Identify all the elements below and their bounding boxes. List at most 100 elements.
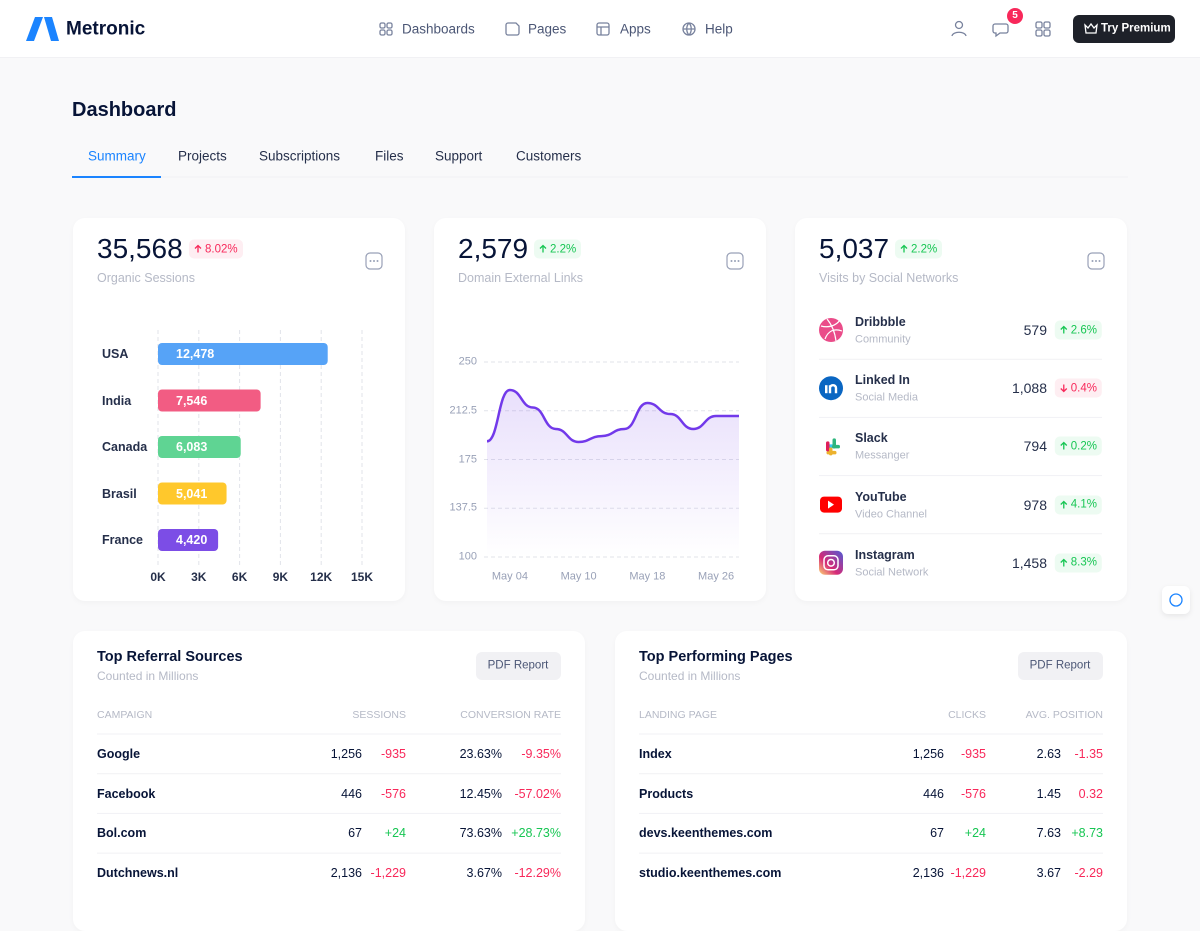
change-value: 0.4% — [1070, 382, 1097, 395]
bar-value-label: 6,083 — [176, 439, 208, 454]
cell-value: 446 — [923, 786, 944, 801]
bar-value-label: 5,041 — [176, 486, 208, 501]
social-sub: Social Media — [855, 391, 918, 404]
menu-item[interactable]: Pages — [528, 21, 567, 37]
trend-arrow — [539, 244, 547, 253]
cell-value: 12.45% — [459, 786, 502, 801]
cell-name: Google — [97, 746, 141, 761]
y-tick-label: 175 — [458, 453, 477, 465]
table-title: Top Referral Sources — [97, 648, 243, 665]
page: Metronic Dashboard { "nav": {"brand": "M… — [26, 8, 1190, 880]
stat-label: Visits by Social Networks — [819, 270, 959, 285]
bar-value-label: 4,420 — [176, 532, 208, 547]
social-sub: Community — [855, 333, 911, 346]
help-float-button[interactable] — [1162, 586, 1190, 614]
menu-item[interactable]: Apps — [620, 21, 651, 37]
change-value: 8.02% — [205, 243, 238, 255]
change-value: 0.2% — [1070, 440, 1097, 453]
x-tick-label: May 18 — [629, 570, 666, 583]
column-header: CONVERSION RATE — [460, 708, 561, 721]
tab[interactable]: Support — [435, 148, 483, 164]
social-sub: Social Network — [855, 566, 929, 579]
tab[interactable]: Customers — [516, 148, 582, 164]
cell-delta: +8.73 — [1071, 826, 1103, 841]
pdf-button-label[interactable]: PDF Report — [487, 659, 549, 672]
social-value: 1,458 — [1011, 554, 1047, 571]
cell-value: 2,136 — [330, 865, 362, 880]
column-header: CAMPAIGN — [97, 708, 153, 721]
column-header: LANDING PAGE — [639, 708, 717, 721]
social-sub: Video Channel — [855, 508, 927, 521]
arrow-path — [1060, 500, 1068, 509]
social-name: Linked In — [855, 372, 910, 387]
cell-name: Facebook — [97, 786, 156, 801]
cell-name: Index — [639, 746, 672, 761]
cell-name: Bol.com — [97, 826, 147, 841]
pdf-button[interactable] — [1018, 652, 1103, 680]
change-value: 2.6% — [1070, 324, 1097, 336]
cell-delta: -935 — [380, 746, 406, 761]
column-header: CLICKS — [948, 708, 986, 721]
change-value: 4.1% — [1070, 498, 1097, 511]
bar-value-label: 7,546 — [176, 393, 208, 408]
cell-delta: +28.73% — [511, 826, 561, 841]
cell-delta: -1,229 — [950, 865, 986, 880]
column-header: AVG. POSITION — [1025, 708, 1103, 721]
trend-arrow — [1060, 384, 1068, 393]
social-name: YouTube — [855, 489, 907, 504]
cell-value: 3.67 — [1036, 865, 1061, 880]
change-badge: 0.4% — [1054, 378, 1102, 398]
social-value: 794 — [1023, 438, 1047, 455]
stat-value: 5,037 — [819, 233, 890, 264]
menu-item[interactable]: Help — [705, 21, 733, 37]
cell-value: 7.63 — [1036, 826, 1061, 841]
social-value: 579 — [1023, 322, 1047, 338]
cell-value: 2.63 — [1036, 746, 1061, 761]
tab[interactable]: Files — [375, 148, 404, 164]
table-card — [73, 631, 585, 931]
stat-value: 2,579 — [458, 233, 529, 264]
change-badge: 8.02% — [189, 239, 243, 259]
trend-arrow — [900, 244, 908, 253]
tab[interactable]: Projects — [178, 148, 227, 164]
trend-arrow — [1060, 500, 1068, 509]
cell-delta: -12.29% — [514, 865, 561, 880]
cell-value: 23.63% — [459, 746, 502, 761]
cell-delta: -1,229 — [370, 865, 406, 880]
cell-delta: -2.29 — [1074, 865, 1104, 880]
social-value: 1,088 — [1011, 380, 1047, 397]
cell-delta: -576 — [960, 786, 986, 801]
change-badge: 2.2% — [534, 239, 582, 259]
category-label: France — [102, 532, 143, 547]
y-tick-label: 100 — [458, 550, 477, 563]
x-tick-label: 9K — [272, 570, 289, 584]
brand-name[interactable]: Metronic — [66, 18, 146, 40]
x-tick-label: May 04 — [491, 570, 528, 583]
cell-delta: -57.02% — [514, 786, 561, 801]
page-title: Dashboard — [72, 99, 177, 121]
arrow-path — [1060, 384, 1068, 393]
cell-value: 1,256 — [912, 746, 944, 761]
cell-delta: +24 — [964, 826, 986, 841]
menu-item[interactable]: Dashboards — [402, 21, 475, 37]
tab[interactable]: Summary — [88, 148, 146, 164]
x-tick-label: 3K — [191, 570, 207, 584]
table-subtitle: Counted in Millions — [639, 669, 741, 683]
trend-arrow — [1060, 325, 1068, 334]
bar-value-label: 12,478 — [176, 346, 215, 361]
y-tick-label: 137.5 — [449, 501, 477, 514]
trend-arrow — [1060, 558, 1068, 567]
pdf-button[interactable] — [476, 652, 561, 680]
arrow-path — [539, 244, 547, 253]
x-tick-label: May 10 — [560, 570, 597, 583]
cell-delta: -935 — [960, 746, 986, 761]
column-header: SESSIONS — [352, 708, 406, 721]
premium-label[interactable]: Try Premium — [1101, 22, 1171, 35]
cell-name: Products — [639, 786, 694, 801]
cell-delta: -1.35 — [1074, 746, 1104, 761]
category-label: Canada — [102, 439, 148, 454]
category-label: USA — [102, 346, 129, 361]
cell-delta: +24 — [384, 826, 406, 841]
tab[interactable]: Subscriptions — [259, 148, 341, 164]
pdf-button-label[interactable]: PDF Report — [1029, 659, 1091, 672]
